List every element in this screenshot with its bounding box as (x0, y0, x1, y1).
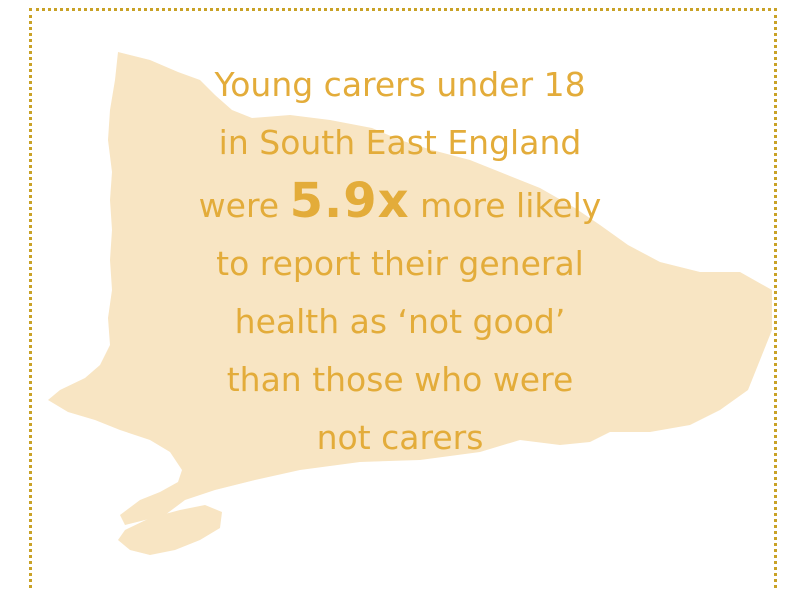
text-line-3-pre: were (198, 186, 290, 225)
highlight-statistic: 5.9x (289, 173, 410, 229)
isle-of-wight-shape (118, 505, 222, 555)
infographic-text: Young carers under 18 in South East Engl… (110, 56, 690, 467)
text-line-3-post: more likely (409, 186, 602, 225)
dotted-frame (29, 8, 777, 588)
text-line-2: in South East England (218, 123, 582, 162)
text-line-5: health as ‘not good’ (234, 302, 566, 341)
text-line-6: than those who were (226, 360, 574, 399)
text-line-7: not carers (316, 418, 484, 457)
text-line-3: were 5.9x more likely (110, 172, 690, 235)
text-line-4: to report their general (216, 244, 584, 283)
text-line-1: Young carers under 18 (214, 65, 586, 104)
map-shape (48, 52, 772, 525)
